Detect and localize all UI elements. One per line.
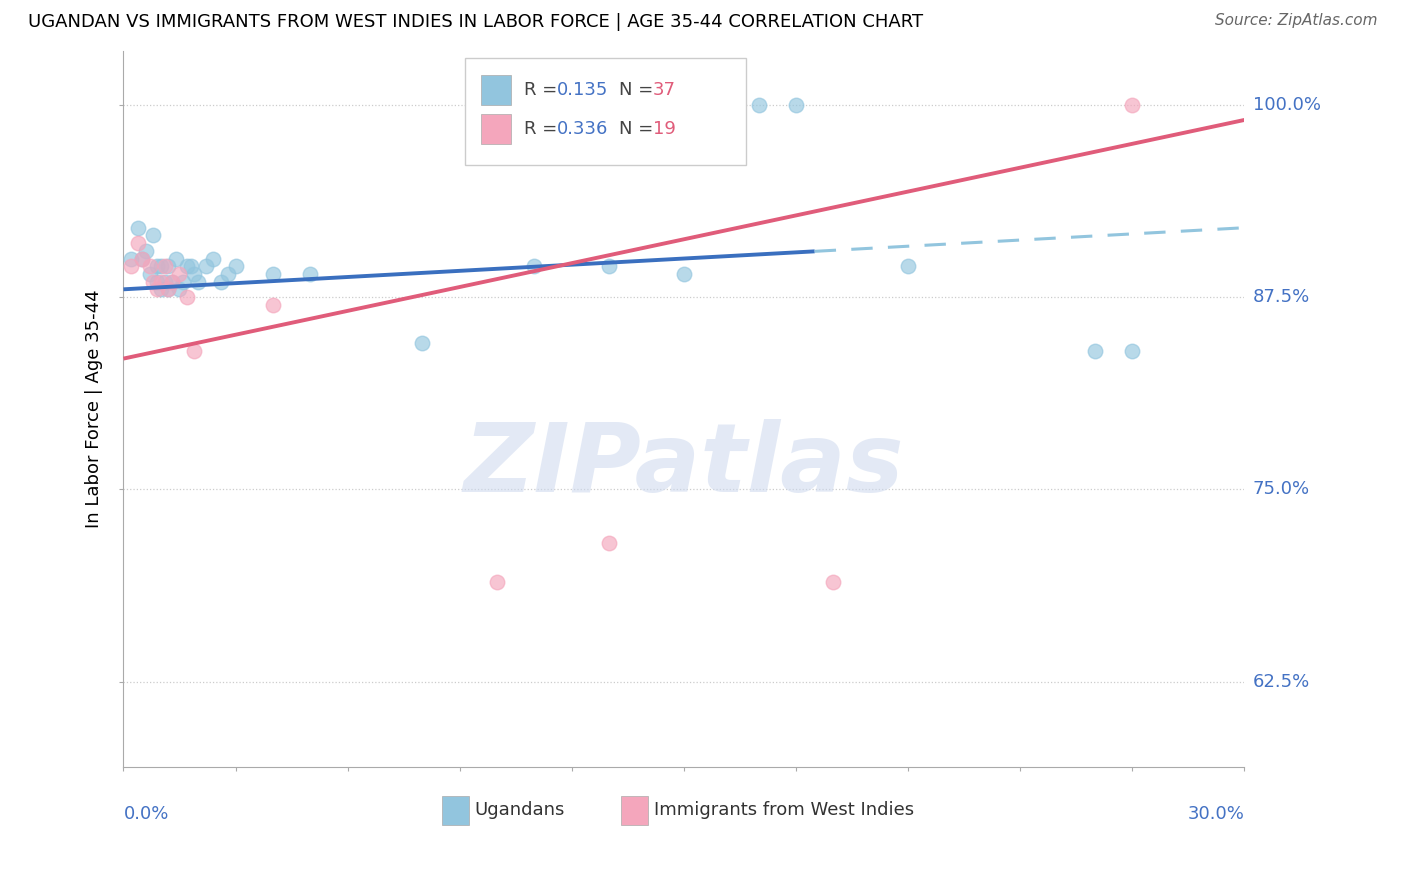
Point xyxy=(598,259,620,273)
Point xyxy=(262,298,284,312)
Point xyxy=(411,336,433,351)
Text: R =: R = xyxy=(523,120,562,138)
Text: 0.0%: 0.0% xyxy=(124,805,169,823)
Text: Immigrants from West Indies: Immigrants from West Indies xyxy=(654,800,914,819)
Text: 100.0%: 100.0% xyxy=(1253,95,1320,113)
Point xyxy=(157,282,180,296)
Text: R =: R = xyxy=(523,81,562,99)
Point xyxy=(194,259,217,273)
Point xyxy=(202,252,225,266)
Text: 62.5%: 62.5% xyxy=(1253,673,1310,691)
Point xyxy=(523,259,546,273)
Point xyxy=(146,259,169,273)
Point xyxy=(153,259,176,273)
Point xyxy=(785,97,807,112)
Text: 0.336: 0.336 xyxy=(557,120,609,138)
Text: 30.0%: 30.0% xyxy=(1188,805,1244,823)
Point xyxy=(299,267,322,281)
Point xyxy=(131,252,153,266)
Text: 87.5%: 87.5% xyxy=(1253,288,1310,306)
Point xyxy=(748,97,770,112)
FancyBboxPatch shape xyxy=(621,796,648,824)
Point xyxy=(149,282,172,296)
Point xyxy=(183,343,205,358)
Point xyxy=(138,267,160,281)
Text: 75.0%: 75.0% xyxy=(1253,481,1310,499)
Point xyxy=(138,259,160,273)
Point xyxy=(187,275,209,289)
Point xyxy=(209,275,232,289)
Point xyxy=(149,259,172,273)
Text: UGANDAN VS IMMIGRANTS FROM WEST INDIES IN LABOR FORCE | AGE 35-44 CORRELATION CH: UGANDAN VS IMMIGRANTS FROM WEST INDIES I… xyxy=(28,13,924,31)
Point xyxy=(153,275,176,289)
Point xyxy=(142,228,165,243)
Point xyxy=(823,574,845,589)
Point xyxy=(135,244,157,258)
Point xyxy=(127,236,149,251)
Point xyxy=(169,282,191,296)
Point xyxy=(672,267,695,281)
Point xyxy=(131,252,153,266)
Point xyxy=(183,267,205,281)
Point xyxy=(180,259,202,273)
Point xyxy=(142,275,165,289)
Point xyxy=(486,574,509,589)
Text: N =: N = xyxy=(619,81,659,99)
Point xyxy=(157,282,180,296)
Point xyxy=(120,259,142,273)
Text: ZIPatlas: ZIPatlas xyxy=(464,419,904,512)
Text: Source: ZipAtlas.com: Source: ZipAtlas.com xyxy=(1215,13,1378,29)
Point xyxy=(127,220,149,235)
Y-axis label: In Labor Force | Age 35-44: In Labor Force | Age 35-44 xyxy=(86,289,103,528)
Point xyxy=(172,275,194,289)
Point xyxy=(225,259,247,273)
Text: N =: N = xyxy=(619,120,659,138)
Text: 0.135: 0.135 xyxy=(557,81,609,99)
Point xyxy=(176,259,198,273)
Point xyxy=(1084,343,1107,358)
Point xyxy=(598,536,620,550)
Point xyxy=(176,290,198,304)
Point xyxy=(146,282,169,296)
FancyBboxPatch shape xyxy=(481,114,512,145)
Point xyxy=(262,267,284,281)
Point xyxy=(146,275,169,289)
Point xyxy=(160,275,183,289)
Point xyxy=(169,267,191,281)
Point xyxy=(149,275,172,289)
Point xyxy=(157,259,180,273)
Point xyxy=(1121,97,1143,112)
Point xyxy=(160,275,183,289)
Point xyxy=(217,267,239,281)
Point xyxy=(1121,343,1143,358)
Text: 37: 37 xyxy=(652,81,675,99)
FancyBboxPatch shape xyxy=(465,58,745,165)
FancyBboxPatch shape xyxy=(441,796,468,824)
Point xyxy=(120,252,142,266)
FancyBboxPatch shape xyxy=(481,75,512,105)
Point xyxy=(897,259,920,273)
Point xyxy=(165,252,187,266)
Text: Ugandans: Ugandans xyxy=(474,800,565,819)
Text: 19: 19 xyxy=(652,120,675,138)
